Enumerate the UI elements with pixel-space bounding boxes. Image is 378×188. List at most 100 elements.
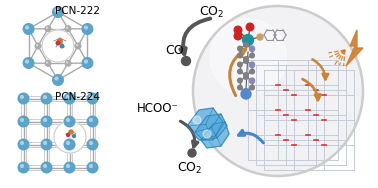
Circle shape xyxy=(244,57,248,61)
Circle shape xyxy=(25,25,29,30)
Circle shape xyxy=(238,46,242,51)
Circle shape xyxy=(246,23,254,31)
Circle shape xyxy=(43,164,47,168)
Circle shape xyxy=(40,92,53,105)
Circle shape xyxy=(66,141,70,145)
Circle shape xyxy=(241,89,251,99)
Circle shape xyxy=(81,57,93,69)
Circle shape xyxy=(54,76,59,81)
Circle shape xyxy=(23,23,34,35)
Circle shape xyxy=(238,53,242,58)
Circle shape xyxy=(66,164,70,168)
Circle shape xyxy=(20,118,24,122)
Circle shape xyxy=(87,115,99,127)
FancyArrowPatch shape xyxy=(180,19,210,54)
Circle shape xyxy=(250,85,254,90)
FancyArrowPatch shape xyxy=(302,79,321,100)
Circle shape xyxy=(87,139,99,151)
Circle shape xyxy=(43,141,47,145)
Circle shape xyxy=(84,25,88,30)
Polygon shape xyxy=(187,108,223,140)
Circle shape xyxy=(193,116,201,124)
Text: CO$_2$: CO$_2$ xyxy=(177,160,203,176)
Circle shape xyxy=(58,39,62,43)
Circle shape xyxy=(52,6,64,18)
Circle shape xyxy=(64,139,76,151)
Circle shape xyxy=(66,61,68,64)
Circle shape xyxy=(17,161,29,174)
Circle shape xyxy=(238,69,242,74)
Circle shape xyxy=(40,139,53,151)
Circle shape xyxy=(40,161,53,174)
Circle shape xyxy=(73,134,76,137)
Circle shape xyxy=(181,57,191,65)
Circle shape xyxy=(66,118,70,122)
Circle shape xyxy=(54,121,86,153)
Circle shape xyxy=(238,62,242,67)
FancyArrowPatch shape xyxy=(180,121,198,147)
Circle shape xyxy=(52,74,64,86)
Circle shape xyxy=(20,95,24,99)
Polygon shape xyxy=(201,122,229,148)
FancyArrowPatch shape xyxy=(239,130,263,143)
Circle shape xyxy=(234,26,242,34)
Polygon shape xyxy=(346,30,363,66)
Text: HCOO⁻: HCOO⁻ xyxy=(137,102,179,114)
Circle shape xyxy=(89,118,93,122)
Circle shape xyxy=(64,161,76,174)
Circle shape xyxy=(89,95,93,99)
Circle shape xyxy=(89,141,93,145)
Text: CO: CO xyxy=(166,43,184,57)
Circle shape xyxy=(36,44,38,46)
Circle shape xyxy=(87,161,99,174)
Circle shape xyxy=(20,164,24,168)
Circle shape xyxy=(66,95,70,99)
Circle shape xyxy=(249,62,254,67)
Circle shape xyxy=(34,42,42,49)
Circle shape xyxy=(238,85,242,90)
Circle shape xyxy=(43,95,47,99)
Circle shape xyxy=(234,32,242,40)
Circle shape xyxy=(244,89,248,93)
Circle shape xyxy=(17,115,29,127)
Circle shape xyxy=(54,8,59,13)
Circle shape xyxy=(60,44,64,48)
Circle shape xyxy=(244,59,248,63)
Circle shape xyxy=(45,25,51,32)
Circle shape xyxy=(74,42,82,49)
Circle shape xyxy=(25,59,29,64)
FancyArrowPatch shape xyxy=(313,59,328,80)
Text: CO$_2$: CO$_2$ xyxy=(199,5,225,20)
Circle shape xyxy=(17,139,29,151)
Circle shape xyxy=(210,19,287,95)
Circle shape xyxy=(250,69,254,74)
Circle shape xyxy=(65,60,71,67)
Circle shape xyxy=(43,118,47,122)
Circle shape xyxy=(60,126,72,138)
Circle shape xyxy=(67,133,70,136)
Circle shape xyxy=(46,27,48,29)
Circle shape xyxy=(89,164,93,168)
Circle shape xyxy=(250,53,254,58)
Circle shape xyxy=(46,34,60,48)
Circle shape xyxy=(76,44,78,46)
Circle shape xyxy=(42,30,74,62)
Circle shape xyxy=(17,92,29,105)
Circle shape xyxy=(193,6,363,176)
Circle shape xyxy=(250,78,254,83)
Circle shape xyxy=(84,59,88,64)
Circle shape xyxy=(257,34,263,40)
Circle shape xyxy=(249,46,254,52)
Circle shape xyxy=(238,78,242,83)
Circle shape xyxy=(249,79,254,83)
Circle shape xyxy=(40,115,53,127)
Circle shape xyxy=(244,73,248,77)
Circle shape xyxy=(45,60,51,67)
Circle shape xyxy=(20,141,24,145)
Circle shape xyxy=(64,115,76,127)
Circle shape xyxy=(243,35,254,45)
Circle shape xyxy=(65,25,71,32)
Polygon shape xyxy=(195,114,227,140)
Circle shape xyxy=(56,41,60,45)
Circle shape xyxy=(81,23,93,35)
